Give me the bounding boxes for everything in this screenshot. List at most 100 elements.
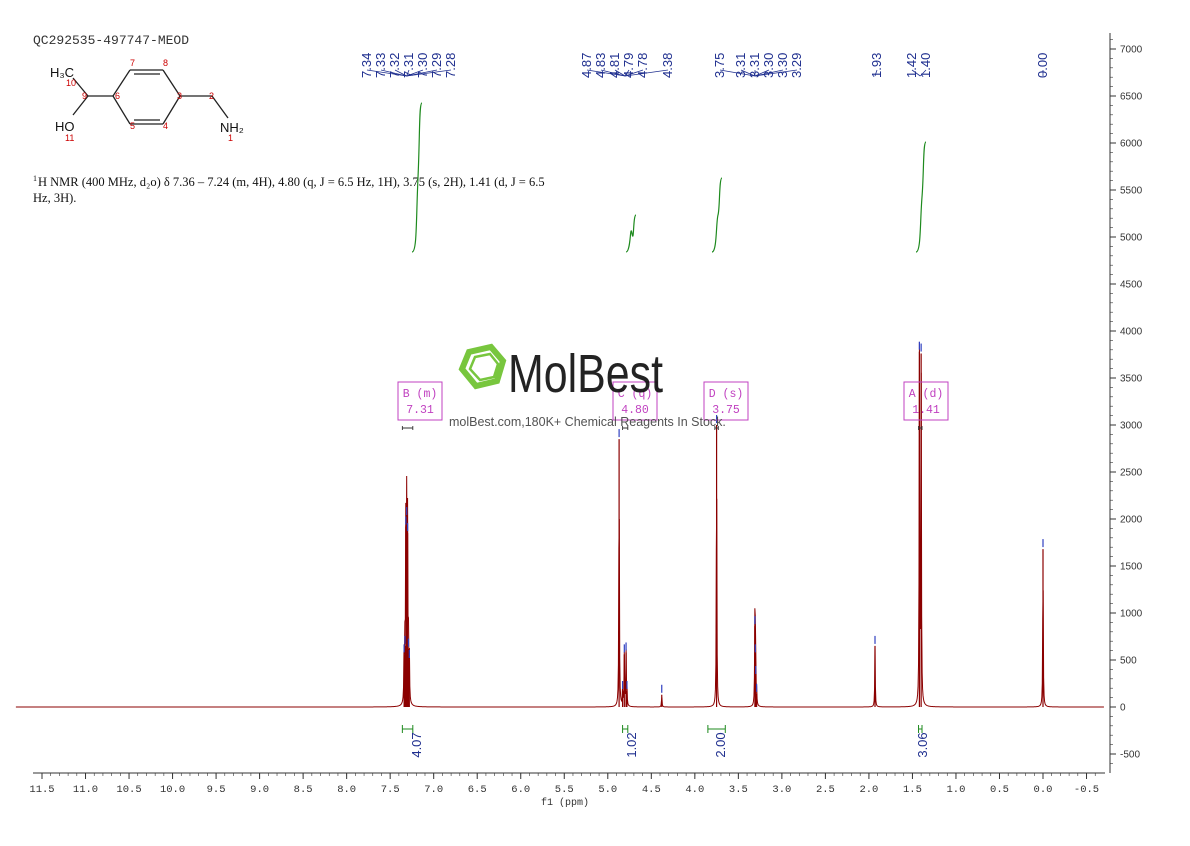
x-tick-label: 6.5 xyxy=(468,784,487,796)
description-line-2: Hz, 3H). xyxy=(33,191,76,205)
x-tick-label: 8.0 xyxy=(337,784,356,796)
atom-number: 8 xyxy=(163,58,168,68)
x-tick-label: 4.0 xyxy=(685,784,704,796)
multiplet-letter: D (s) xyxy=(709,388,744,401)
integral-curve xyxy=(712,178,722,252)
y-tick-label: 3500 xyxy=(1120,374,1143,385)
x-tick-label: 9.0 xyxy=(250,784,269,796)
peak-label: 3.29 xyxy=(789,53,804,78)
integral-value: 4.07 xyxy=(409,732,424,757)
x-tick-label: -0.5 xyxy=(1074,784,1099,796)
peak-label: 3.31 xyxy=(733,53,748,78)
y-tick-label: 0 xyxy=(1120,703,1126,714)
integral-value: 2.00 xyxy=(713,732,728,757)
watermark-brand: MolBest xyxy=(508,344,663,404)
integral-range xyxy=(919,725,922,733)
y-tick-label: 6000 xyxy=(1120,139,1143,150)
integral-curve xyxy=(916,142,926,252)
atom-number: 7 xyxy=(130,58,135,68)
y-tick-label: 1500 xyxy=(1120,562,1143,573)
x-tick-label: 3.5 xyxy=(729,784,748,796)
peak-label: 4.81 xyxy=(607,53,622,78)
peak-label: 4.83 xyxy=(593,53,608,78)
atom-number: 9 xyxy=(82,91,87,101)
x-tick-label: 2.0 xyxy=(859,784,878,796)
peak-label: 7.28 xyxy=(443,53,458,78)
peak-label: 7.33 xyxy=(373,53,388,78)
atom-label: HO xyxy=(55,119,75,134)
x-tick-label: 11.5 xyxy=(29,784,54,796)
peak-label: 3.75 xyxy=(712,53,727,78)
x-tick-label: 3.0 xyxy=(772,784,791,796)
y-tick-label: 5000 xyxy=(1120,233,1143,244)
integral-range xyxy=(402,725,412,733)
peak-label: 7.34 xyxy=(359,53,374,78)
y-tick-label: 1000 xyxy=(1120,609,1143,620)
y-tick-label: 500 xyxy=(1120,656,1137,667)
x-tick-label: 7.5 xyxy=(381,784,400,796)
integral-value: 1.02 xyxy=(624,732,639,757)
watermark: MolBest molBest.com,180K+ Chemical Reage… xyxy=(449,344,726,429)
integral-curve xyxy=(626,215,636,252)
peak-label: 1.40 xyxy=(918,53,933,78)
integral-range xyxy=(708,725,725,733)
atom-number: 3 xyxy=(177,91,182,101)
multiplet-shift: 7.31 xyxy=(406,404,434,417)
atom-number: 6 xyxy=(115,91,120,101)
x-tick-label: 6.0 xyxy=(511,784,530,796)
x-tick-label: 1.5 xyxy=(903,784,922,796)
x-axis-label: f1 (ppm) xyxy=(541,797,589,809)
peak-label: 0.00 xyxy=(1035,53,1050,78)
x-tick-label: 4.5 xyxy=(642,784,661,796)
integral-value: 3.06 xyxy=(915,732,930,757)
x-tick-label: 9.5 xyxy=(207,784,226,796)
atom-number: 4 xyxy=(163,121,168,131)
sample-id: QC292535-497747-MEOD xyxy=(33,33,189,48)
peak-label: 4.79 xyxy=(621,53,636,78)
y-tick-label: 7000 xyxy=(1120,45,1143,56)
x-tick-label: 0.5 xyxy=(990,784,1009,796)
x-tick-label: 10.5 xyxy=(116,784,141,796)
peak-label: 7.29 xyxy=(429,53,444,78)
peak-label: 4.87 xyxy=(579,53,594,78)
y-tick-label: 3000 xyxy=(1120,421,1143,432)
logo-icon xyxy=(462,347,503,386)
description-superscript: 1 xyxy=(33,174,37,183)
y-tick-label: 2500 xyxy=(1120,468,1143,479)
x-tick-label: 10.0 xyxy=(160,784,185,796)
x-tick-label: 2.5 xyxy=(816,784,835,796)
atom-number: 11 xyxy=(65,133,74,143)
y-tick-label: 4000 xyxy=(1120,327,1143,338)
x-tick-label: 5.5 xyxy=(555,784,574,796)
peak-label: 7.32 xyxy=(387,53,402,78)
x-tick-label: 8.5 xyxy=(294,784,313,796)
y-tick-label: 2000 xyxy=(1120,515,1143,526)
y-tick-label: 5500 xyxy=(1120,186,1143,197)
x-tick-label: 11.0 xyxy=(73,784,98,796)
multiplet-shift: 1.41 xyxy=(912,404,940,417)
peak-label: 1.42 xyxy=(904,53,919,78)
atom-number: 10 xyxy=(66,78,76,88)
multiplet-letter: B (m) xyxy=(403,388,438,401)
multiplet-range xyxy=(402,426,412,430)
atom-number: 2 xyxy=(209,91,214,101)
multiplet-letter: A (d) xyxy=(909,388,944,401)
atom-number: 5 xyxy=(130,121,135,131)
y-tick-label: 6500 xyxy=(1120,92,1143,103)
x-tick-label: 5.0 xyxy=(598,784,617,796)
description-line-1: H NMR (400 MHz, d₂o) δ 7.36 – 7.24 (m, 4… xyxy=(38,175,545,189)
y-tick-label: -500 xyxy=(1120,750,1140,761)
peak-label: 4.38 xyxy=(660,53,675,78)
atom-number: 1 xyxy=(228,133,233,143)
x-tick-label: 7.0 xyxy=(424,784,443,796)
peak-label: 3.30 xyxy=(775,53,790,78)
y-tick-label: 4500 xyxy=(1120,280,1143,291)
watermark-tagline: molBest.com,180K+ Chemical Reagents In S… xyxy=(449,415,726,429)
integral-labels: 4.07 1.02 2.00 3.06 xyxy=(402,725,930,758)
integral-range xyxy=(623,725,628,733)
molecular-structure xyxy=(73,70,228,124)
x-tick-label: 1.0 xyxy=(947,784,966,796)
